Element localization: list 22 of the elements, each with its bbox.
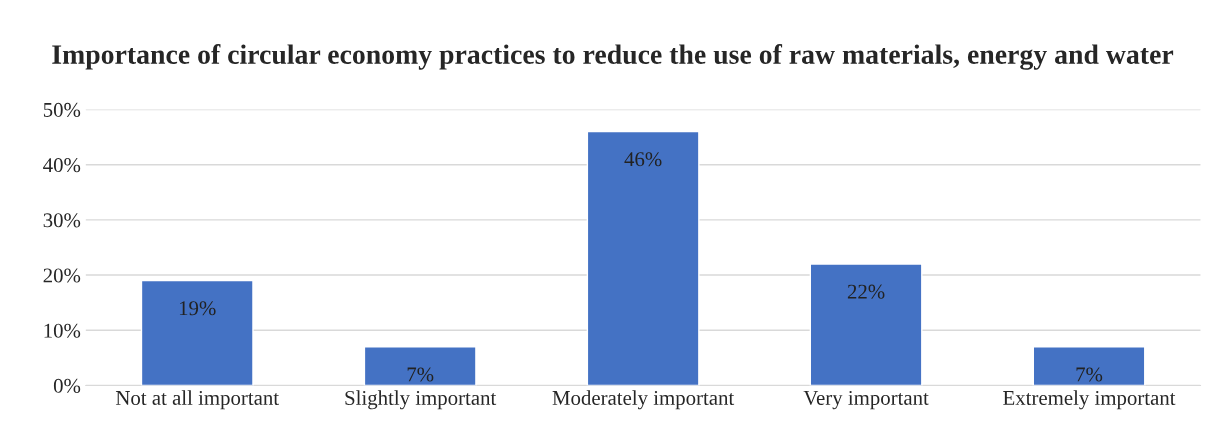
chart-title: Importance of circular economy practices to reduce the use of raw materials, energy and water bbox=[52, 44, 1174, 70]
x-tick-label: Slightly important bbox=[345, 390, 497, 410]
data-label: 7% bbox=[1076, 367, 1103, 382]
data-label: 46% bbox=[624, 152, 662, 167]
data-label: 22% bbox=[847, 284, 885, 299]
data-label: 19% bbox=[179, 301, 216, 316]
y-tick-label: 0% bbox=[53, 378, 81, 393]
y-tick-label: 30% bbox=[43, 213, 81, 228]
bar bbox=[1032, 346, 1146, 386]
y-tick-label: 20% bbox=[43, 268, 81, 283]
x-tick-label: Moderately important bbox=[552, 390, 735, 410]
bar bbox=[809, 263, 923, 386]
y-tick-label: 50% bbox=[43, 102, 81, 117]
data-label: 7% bbox=[407, 367, 434, 382]
x-tick-label: Extremely important bbox=[1003, 390, 1176, 410]
bar bbox=[140, 279, 254, 386]
y-tick-label: 40% bbox=[43, 158, 81, 173]
y-tick-label: 10% bbox=[44, 323, 81, 338]
x-tick-label: Not at all important bbox=[115, 390, 279, 410]
bar bbox=[586, 130, 700, 386]
bar bbox=[363, 346, 477, 386]
x-tick-label: Very important bbox=[803, 390, 929, 410]
